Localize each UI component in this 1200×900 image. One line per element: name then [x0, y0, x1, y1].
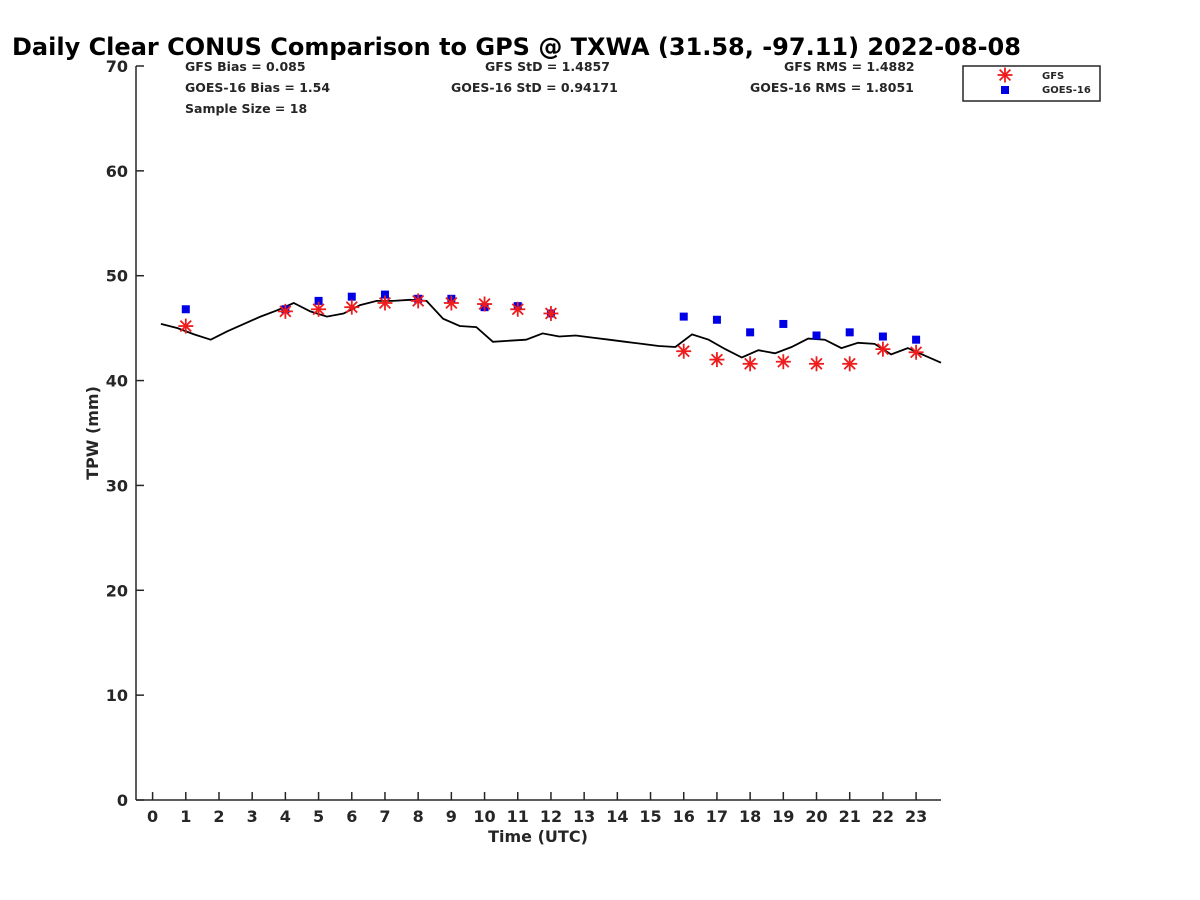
goes16-point: [679, 312, 688, 321]
chart-title: Daily Clear CONUS Comparison to GPS @ TX…: [12, 33, 1021, 61]
gfs-point: [842, 356, 858, 372]
x-tick-label: 13: [573, 807, 595, 826]
gfs-point: [443, 295, 459, 311]
gfs-point: [410, 293, 426, 309]
gfs-point: [178, 318, 194, 334]
legend-goes-label: GOES-16: [1042, 85, 1091, 96]
stat-gfs-std: GFS StD = 1.4857: [485, 59, 610, 74]
x-tick-label: 19: [772, 807, 794, 826]
legend-goes-marker: [1001, 86, 1009, 94]
y-tick-label: 20: [106, 581, 128, 600]
x-tick-label: 7: [379, 807, 390, 826]
stat-goes-bias: GOES-16 Bias = 1.54: [185, 80, 330, 95]
x-tick-label: 12: [540, 807, 562, 826]
y-tick-label: 70: [106, 57, 128, 76]
legend: GFS GOES-16: [962, 65, 1101, 102]
y-tick-label: 0: [117, 791, 128, 810]
goes16-point: [181, 305, 190, 314]
goes16-point: [878, 332, 887, 341]
gfs-point: [377, 295, 393, 311]
goes16-point: [779, 319, 788, 328]
y-tick-label: 30: [106, 476, 128, 495]
y-axis-label: TPW (mm): [83, 386, 102, 480]
goes16-point: [712, 315, 721, 324]
y-tick-label: 10: [106, 686, 128, 705]
gfs-point: [775, 354, 791, 370]
legend-gfs-marker: [997, 67, 1013, 83]
y-tick-label: 40: [106, 372, 128, 391]
goes16-point: [845, 328, 854, 337]
x-axis-label: Time (UTC): [488, 827, 588, 846]
gfs-point: [543, 305, 559, 321]
y-tick-label: 60: [106, 162, 128, 181]
axes: [135, 66, 941, 801]
x-tick-label: 17: [706, 807, 728, 826]
x-tick-label: 22: [872, 807, 894, 826]
x-tick-label: 10: [473, 807, 495, 826]
gfs-point: [908, 344, 924, 360]
x-tick-label: 14: [606, 807, 628, 826]
x-tick-label: 21: [839, 807, 861, 826]
x-ticks: 0 1 2 3 4 5 6 7 8 9 10 11 12 13 14 15 16 17 18 19 20 21 22 23: [147, 792, 927, 826]
goes16-point: [812, 331, 821, 340]
gfs-point: [676, 343, 692, 359]
x-tick-label: 11: [507, 807, 529, 826]
x-tick-label: 18: [739, 807, 761, 826]
x-tick-label: 1: [180, 807, 191, 826]
x-tick-label: 5: [313, 807, 324, 826]
goes16-point: [347, 292, 356, 301]
gfs-point: [510, 301, 526, 317]
stat-sample-size: Sample Size = 18: [185, 101, 307, 116]
x-tick-label: 2: [213, 807, 224, 826]
gfs-point: [809, 356, 825, 372]
y-ticks: 0 10 20 30 40 50 60 70: [106, 57, 144, 810]
goes16-point: [912, 335, 921, 344]
x-tick-label: 4: [280, 807, 291, 826]
gfs-point: [742, 356, 758, 372]
legend-box: [962, 65, 1101, 102]
stat-goes-rms: GOES-16 RMS = 1.8051: [750, 80, 914, 95]
legend-gfs-label: GFS: [1042, 71, 1064, 82]
goes16-point: [746, 328, 755, 337]
x-tick-label: 6: [346, 807, 357, 826]
plot-area: [160, 290, 942, 372]
x-tick-label: 3: [247, 807, 258, 826]
legend-goes-square: [1001, 86, 1009, 94]
gfs-point: [477, 296, 493, 312]
gfs-point: [277, 303, 293, 319]
y-tick-label: 50: [106, 267, 128, 286]
stat-gfs-bias: GFS Bias = 0.085: [185, 59, 306, 74]
x-tick-label: 9: [446, 807, 457, 826]
x-tick-label: 0: [147, 807, 158, 826]
gps-series-line: [160, 298, 942, 364]
gfs-point: [344, 299, 360, 315]
legend-gfs-asterisk: [997, 67, 1013, 83]
x-tick-label: 16: [673, 807, 695, 826]
stat-goes-std: GOES-16 StD = 0.94171: [451, 80, 618, 95]
stat-gfs-rms: GFS RMS = 1.4882: [784, 59, 915, 74]
x-tick-label: 23: [905, 807, 927, 826]
goes16-point: [314, 296, 323, 305]
x-tick-label: 15: [639, 807, 661, 826]
goes16-point: [380, 290, 389, 299]
gfs-point: [709, 352, 725, 368]
x-tick-label: 8: [413, 807, 424, 826]
x-tick-label: 20: [805, 807, 827, 826]
gfs-point: [311, 301, 327, 317]
gfs-point: [875, 341, 891, 357]
